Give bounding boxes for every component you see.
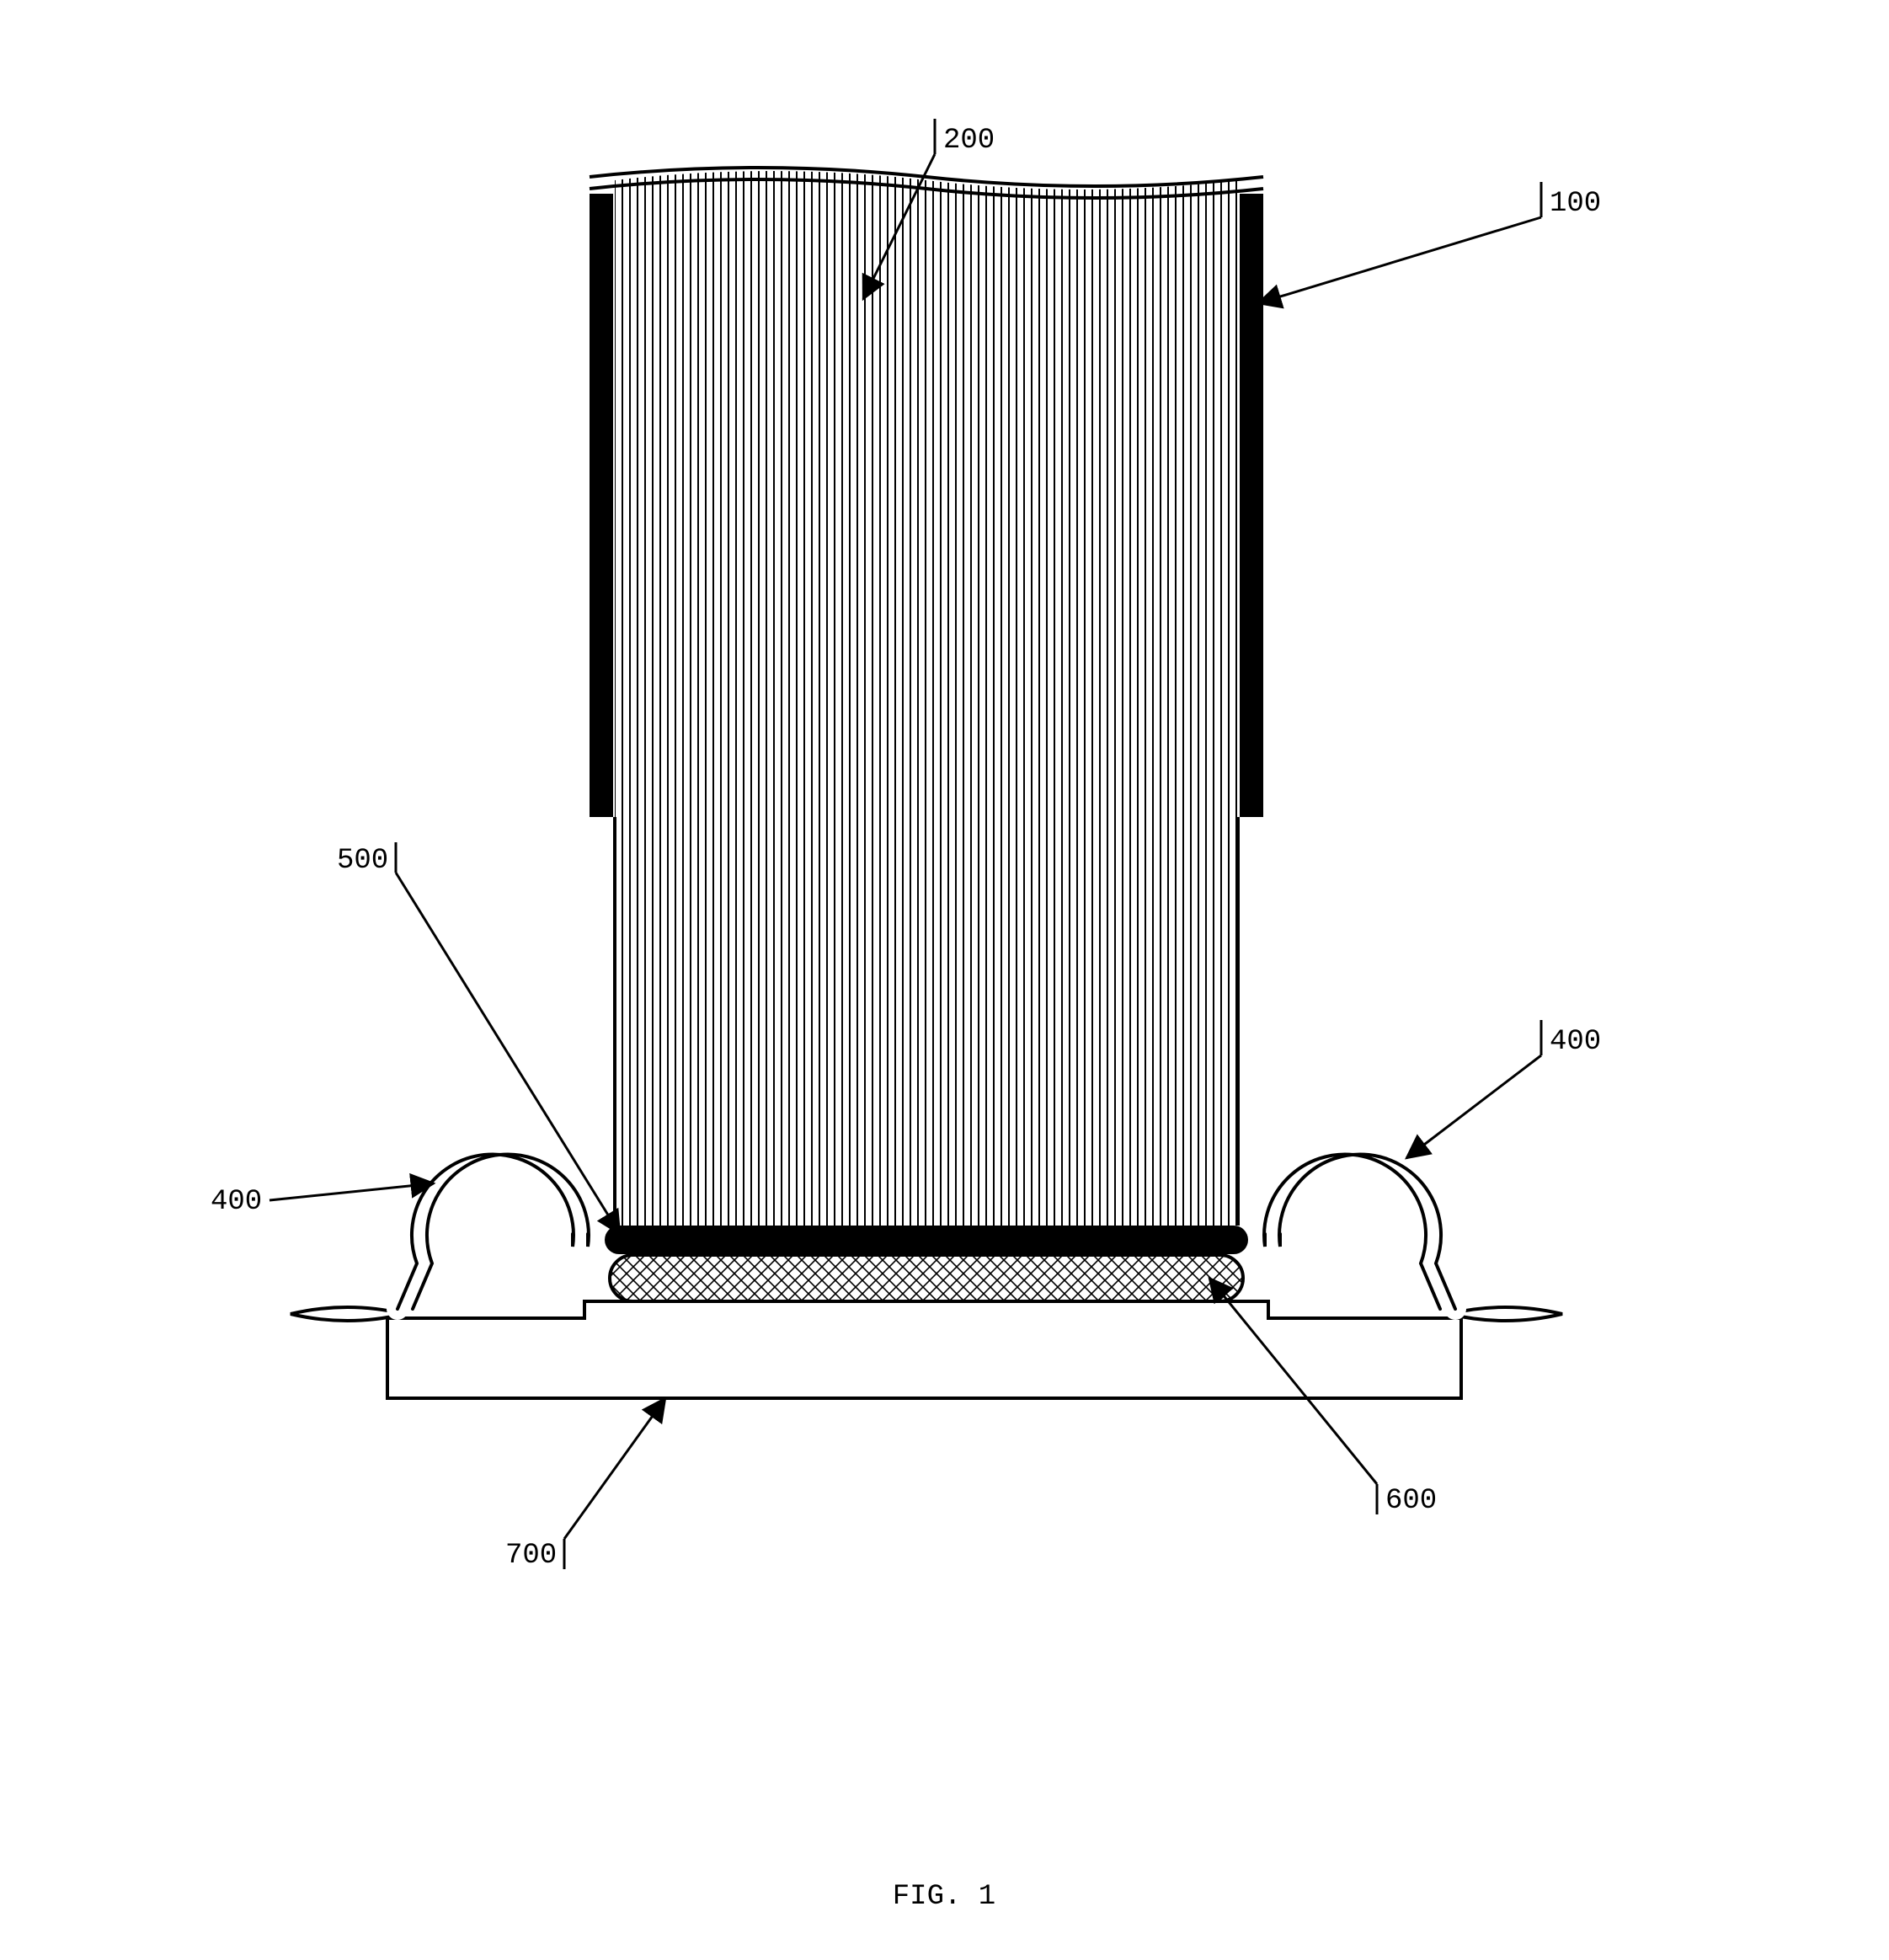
label-200: 200 bbox=[943, 125, 995, 157]
label-500: 500 bbox=[337, 845, 388, 877]
label-100: 100 bbox=[1550, 188, 1601, 220]
contact-plate-500 bbox=[605, 1226, 1248, 1254]
tube-wall-left bbox=[590, 194, 613, 817]
figure-caption: FIG. 1 bbox=[893, 1881, 995, 1913]
leader bbox=[564, 1398, 665, 1539]
label-400-left: 400 bbox=[211, 1186, 262, 1218]
leader bbox=[1258, 217, 1541, 303]
substrate-700 bbox=[387, 1301, 1461, 1398]
label-400-right: 400 bbox=[1550, 1026, 1601, 1058]
label-600: 600 bbox=[1385, 1485, 1437, 1517]
leader bbox=[863, 154, 935, 299]
mesh-600 bbox=[610, 1255, 1243, 1301]
tube-wall-right bbox=[1240, 194, 1263, 817]
leader bbox=[1406, 1055, 1541, 1158]
fiber-bundle bbox=[615, 143, 1236, 1229]
label-700: 700 bbox=[505, 1540, 557, 1572]
